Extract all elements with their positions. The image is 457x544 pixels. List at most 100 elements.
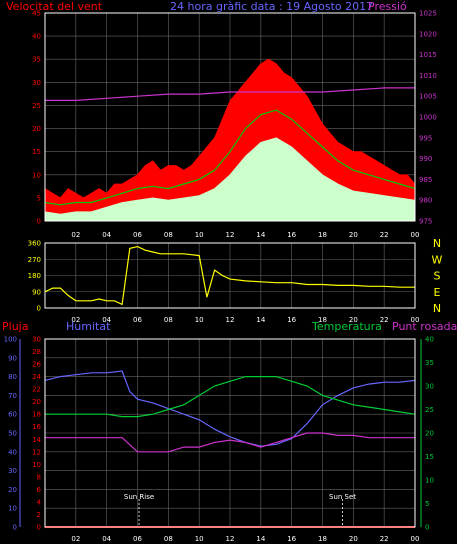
x-tick-label: 00 xyxy=(411,316,420,324)
rain-tick-label: 24 xyxy=(32,373,41,381)
x-tick-label: 02 xyxy=(71,231,80,239)
x-tick-label: 12 xyxy=(226,535,235,543)
dewpoint-label: Punt rosada xyxy=(392,320,457,333)
rain-tick-label: 22 xyxy=(32,386,41,394)
pressure-tick-label: 1015 xyxy=(419,51,437,59)
x-tick-label: 10 xyxy=(195,535,204,543)
rain-tick-label: 0 xyxy=(37,524,41,532)
x-tick-label: 04 xyxy=(102,231,111,239)
rain-tick-label: 4 xyxy=(37,498,42,506)
pressure-tick-label: 1020 xyxy=(419,30,437,38)
x-tick-label: 08 xyxy=(164,316,173,324)
pressure-tick-label: 1000 xyxy=(419,114,437,122)
rain-tick-label: 6 xyxy=(37,486,42,494)
compass-label: E xyxy=(434,286,441,299)
temperature-tick-label: 35 xyxy=(425,359,434,367)
direction-tick-label: 270 xyxy=(28,256,41,264)
temperature-tick-label: 30 xyxy=(425,383,434,391)
direction-y-axis: 0 90 180 270 360 xyxy=(28,240,41,313)
pressure-tick-label: 990 xyxy=(419,155,432,163)
x-tick-label: 00 xyxy=(411,535,420,543)
y-tick-label: 15 xyxy=(32,148,41,156)
y-tick-label: 45 xyxy=(32,10,41,18)
wind-frame xyxy=(44,12,416,222)
rain-humidity-temp-panel: Pluja Humitat Temperatura Punt rosada Su… xyxy=(2,320,457,543)
x-tick-label: 04 xyxy=(102,316,111,324)
humidity-tick-label: 30 xyxy=(8,467,17,475)
rain-tick-label: 8 xyxy=(37,473,41,481)
x-tick-label: 16 xyxy=(287,231,296,239)
x-tick-label: 14 xyxy=(256,316,265,324)
x-tick-label: 08 xyxy=(164,231,173,239)
y-tick-label: 25 xyxy=(32,102,41,110)
x-tick-label: 12 xyxy=(226,316,235,324)
temperature-tick-label: 0 xyxy=(425,524,429,532)
rain-label: Pluja xyxy=(2,320,28,333)
humidity-tick-label: 0 xyxy=(13,524,17,532)
temperature-tick-label: 5 xyxy=(425,500,429,508)
direction-x-axis: 02 04 06 08 10 12 14 16 18 20 22 00 xyxy=(71,316,419,324)
x-tick-label: 10 xyxy=(195,316,204,324)
y-tick-label: 0 xyxy=(37,218,41,226)
direction-tick-label: 360 xyxy=(28,240,41,248)
rain-tick-label: 20 xyxy=(32,398,41,406)
x-tick-label: 06 xyxy=(133,316,142,324)
humidity-y-axis: 0 10 20 30 40 50 60 70 80 90 100 xyxy=(4,336,21,532)
pressure-label: Pressió xyxy=(368,0,407,13)
humidity-tick-label: 90 xyxy=(8,354,17,362)
pressure-tick-label: 995 xyxy=(419,134,432,142)
x-tick-label: 16 xyxy=(287,535,296,543)
direction-series xyxy=(44,245,415,306)
x-tick-label: 14 xyxy=(256,231,265,239)
direction-grid xyxy=(45,242,416,309)
temperature-tick-label: 10 xyxy=(425,477,434,485)
y-tick-label: 35 xyxy=(32,56,41,64)
rain-x-axis: 02 04 06 08 10 12 14 16 18 20 22 00 xyxy=(71,535,419,543)
x-tick-label: 10 xyxy=(195,231,204,239)
humidity-tick-label: 20 xyxy=(8,486,17,494)
x-tick-label: 22 xyxy=(380,231,389,239)
x-tick-label: 20 xyxy=(349,535,358,543)
rain-tick-label: 30 xyxy=(32,336,41,344)
humidity-tick-label: 40 xyxy=(8,448,17,456)
sunrise-label: Sun Rise xyxy=(124,493,154,501)
pressure-line xyxy=(45,87,415,101)
sun-markers: Sun Rise Sun Set xyxy=(124,493,356,527)
sunset-label: Sun Set xyxy=(329,493,356,501)
rain-tick-label: 12 xyxy=(32,448,41,456)
temperature-tick-label: 25 xyxy=(425,406,434,414)
humidity-line xyxy=(44,370,416,447)
x-tick-label: 18 xyxy=(318,231,327,239)
pressure-y-axis: 975 980 985 990 995 1000 1005 1010 1015 1020 1025 xyxy=(419,10,437,226)
x-tick-label: 06 xyxy=(133,535,142,543)
x-tick-label: 08 xyxy=(164,535,173,543)
temperature-tick-label: 15 xyxy=(425,453,434,461)
temperature-tick-label: 40 xyxy=(425,336,434,344)
pressure-tick-label: 1005 xyxy=(419,93,437,101)
humidity-tick-label: 60 xyxy=(8,411,17,419)
x-tick-label: 20 xyxy=(349,316,358,324)
x-tick-label: 00 xyxy=(411,231,420,239)
wind-y-axis: 0 5 10 15 20 25 30 35 40 45 xyxy=(32,10,41,226)
rain-tick-label: 16 xyxy=(32,423,41,431)
x-tick-label: 02 xyxy=(71,316,80,324)
direction-frame xyxy=(44,242,416,309)
rain-grid xyxy=(45,338,416,528)
chart-title: 24 hora gràfic data : 19 Agosto 2017 xyxy=(170,0,373,13)
compass-label: N xyxy=(433,237,441,250)
humidity-label: Humitat xyxy=(66,320,111,333)
y-tick-label: 30 xyxy=(32,79,41,87)
y-tick-label: 10 xyxy=(32,171,41,179)
direction-tick-label: 180 xyxy=(28,272,41,280)
x-tick-label: 20 xyxy=(349,231,358,239)
wind_avg-area xyxy=(44,137,416,222)
x-tick-label: 22 xyxy=(380,316,389,324)
x-tick-label: 22 xyxy=(380,535,389,543)
x-tick-label: 18 xyxy=(318,316,327,324)
x-tick-label: 14 xyxy=(256,535,265,543)
y-tick-label: 20 xyxy=(32,125,41,133)
direction-line xyxy=(44,245,415,306)
temperature-tick-label: 20 xyxy=(425,430,434,438)
humidity-tick-label: 50 xyxy=(8,430,17,438)
